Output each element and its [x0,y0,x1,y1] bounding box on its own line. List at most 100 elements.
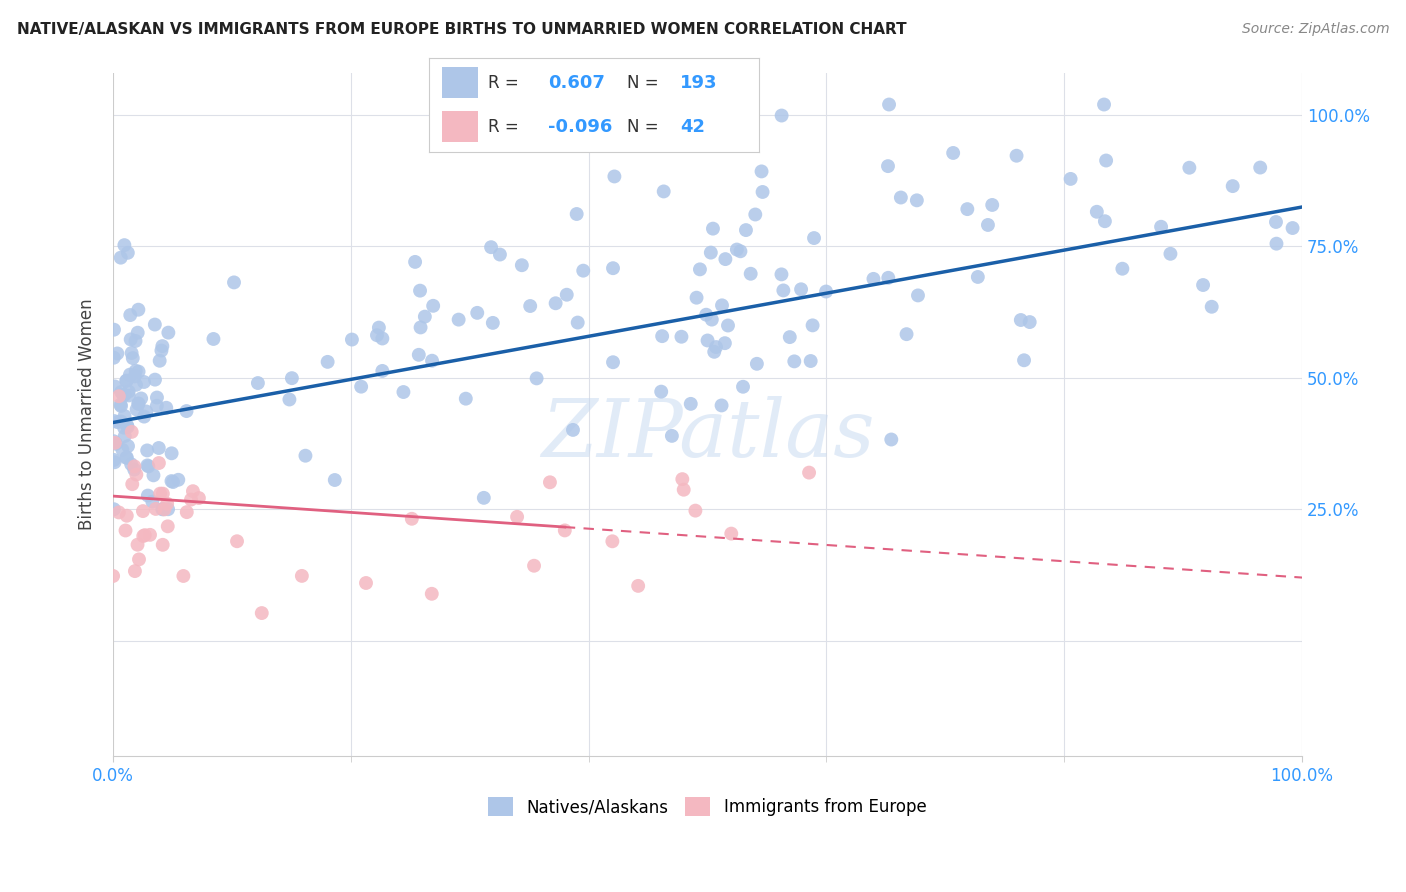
Text: ZIPatlas: ZIPatlas [541,396,875,474]
Point [652,185,675,199]
Point [1249,161,1271,175]
Bar [441,68,478,98]
Point [121,346,143,360]
Point [105,346,128,360]
Point [120,457,142,471]
Point [121,425,143,439]
Point [803,231,825,245]
Point [354,576,377,591]
Point [110,415,132,429]
Point [404,255,426,269]
Point [121,351,143,365]
Point [115,450,138,465]
Point [127,396,149,410]
Point [1159,247,1181,261]
Point [783,354,806,368]
Text: 193: 193 [681,74,717,92]
Point [103,502,125,516]
Point [627,579,650,593]
Point [115,418,138,433]
Point [401,512,423,526]
Point [745,357,768,371]
Point [139,528,162,542]
Point [125,402,148,417]
Text: N =: N = [627,118,658,136]
Point [1150,219,1173,234]
Point [790,282,813,296]
Text: -0.096: -0.096 [548,118,612,136]
Point [143,318,166,332]
Point [115,508,138,523]
Point [1192,278,1215,293]
Point [148,456,170,470]
Point [700,312,723,326]
Point [129,392,152,406]
Point [554,524,576,538]
Point [367,320,389,334]
Point [250,606,273,620]
Point [103,351,125,365]
Point [150,502,173,516]
Point [907,288,929,302]
Point [602,261,624,276]
Point [128,552,150,566]
Point [966,269,988,284]
Point [711,298,734,312]
Point [703,344,725,359]
Point [124,459,146,474]
Point [108,505,131,519]
Point [153,502,176,516]
Point [717,318,740,333]
Point [124,564,146,578]
Point [602,534,624,549]
Point [714,252,737,266]
Point [526,371,548,385]
Text: NATIVE/ALASKAN VS IMMIGRANTS FROM EUROPE BIRTHS TO UNMARRIED WOMEN CORRELATION C: NATIVE/ALASKAN VS IMMIGRANTS FROM EUROPE… [17,22,907,37]
Point [143,373,166,387]
Point [482,316,505,330]
Point [650,384,672,399]
Point [770,268,793,282]
Point [152,486,174,500]
Point [1092,97,1115,112]
Point [134,528,156,542]
Point [112,388,135,402]
Point [152,538,174,552]
Point [408,348,430,362]
Text: R =: R = [488,74,519,92]
Point [731,380,754,394]
Point [1094,214,1116,228]
Point [862,272,884,286]
Point [679,397,702,411]
Point [115,450,138,465]
Point [572,263,595,277]
Point [877,159,900,173]
Point [896,327,918,342]
Point [117,420,139,434]
Point [538,475,561,490]
Point [1201,300,1223,314]
Point [118,368,141,382]
Point [103,323,125,337]
Point [744,207,766,221]
Point [695,308,717,322]
Legend: Natives/Alaskans, Immigrants from Europe: Natives/Alaskans, Immigrants from Europe [482,790,934,823]
Point [150,339,173,353]
Point [104,379,127,393]
Y-axis label: Births to Unmarried Women: Births to Unmarried Women [79,299,96,531]
Point [146,391,169,405]
Point [567,316,589,330]
Point [1265,215,1288,229]
Point [112,420,135,434]
Point [740,267,762,281]
Point [127,538,149,552]
Point [465,306,488,320]
Point [942,145,965,160]
Point [104,437,127,451]
Point [672,483,695,497]
Point [371,331,394,345]
Point [180,492,202,507]
Point [202,332,225,346]
Point [392,385,415,400]
Point [506,509,529,524]
